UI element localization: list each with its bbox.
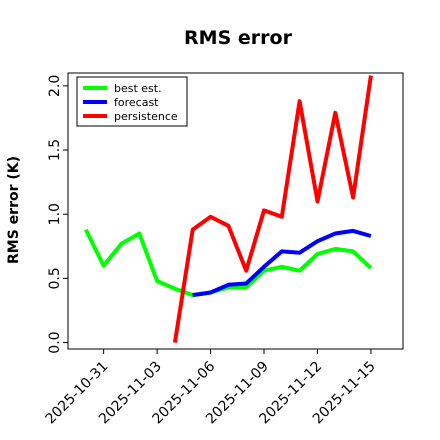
- chart-title: RMS error: [184, 27, 293, 49]
- y-ticks: 0.0 0.5 1.0 1.5 2.0: [47, 75, 68, 354]
- y-tick-label: 1.5: [47, 139, 63, 161]
- x-ticks: 2025-10-312025-11-032025-11-062025-11-09…: [43, 349, 379, 427]
- y-tick-label: 2.0: [47, 75, 63, 97]
- legend-label: persistence: [114, 110, 178, 123]
- series-line-forecast: [192, 228, 372, 298]
- y-tick-label: 0.5: [47, 267, 63, 289]
- plot-frame: [67, 72, 404, 350]
- legend-label: best est.: [114, 82, 162, 95]
- y-tick-label: 0.0: [47, 331, 63, 353]
- series-line-persistence: [172, 75, 373, 343]
- y-axis-label: RMS error (K): [6, 156, 22, 264]
- y-tick-label: 1.0: [47, 203, 63, 225]
- legend-label: forecast: [114, 96, 159, 109]
- series-layer: [84, 75, 373, 343]
- series-line-best-est-: [84, 228, 373, 298]
